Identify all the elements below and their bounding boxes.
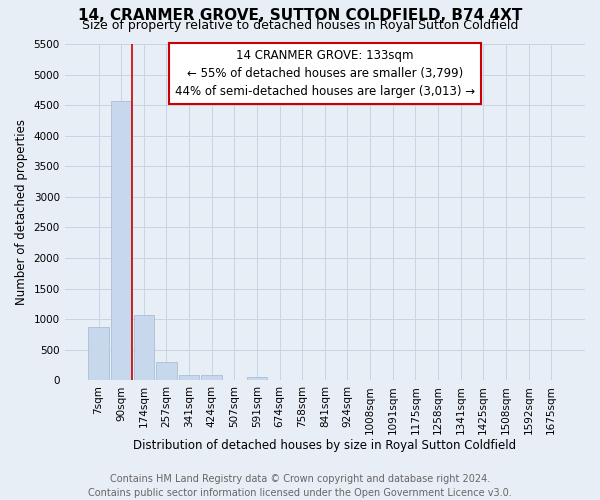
Text: Contains HM Land Registry data © Crown copyright and database right 2024.
Contai: Contains HM Land Registry data © Crown c… <box>88 474 512 498</box>
Bar <box>134 315 154 380</box>
Bar <box>111 102 131 380</box>
Bar <box>88 326 109 380</box>
X-axis label: Distribution of detached houses by size in Royal Sutton Coldfield: Distribution of detached houses by size … <box>133 440 517 452</box>
Bar <box>202 376 222 380</box>
Bar <box>247 376 267 380</box>
Y-axis label: Number of detached properties: Number of detached properties <box>15 119 28 305</box>
Text: 14, CRANMER GROVE, SUTTON COLDFIELD, B74 4XT: 14, CRANMER GROVE, SUTTON COLDFIELD, B74… <box>78 8 522 22</box>
Text: Size of property relative to detached houses in Royal Sutton Coldfield: Size of property relative to detached ho… <box>82 18 518 32</box>
Bar <box>179 376 199 380</box>
Text: 14 CRANMER GROVE: 133sqm
← 55% of detached houses are smaller (3,799)
44% of sem: 14 CRANMER GROVE: 133sqm ← 55% of detach… <box>175 49 475 98</box>
Bar <box>156 362 176 380</box>
